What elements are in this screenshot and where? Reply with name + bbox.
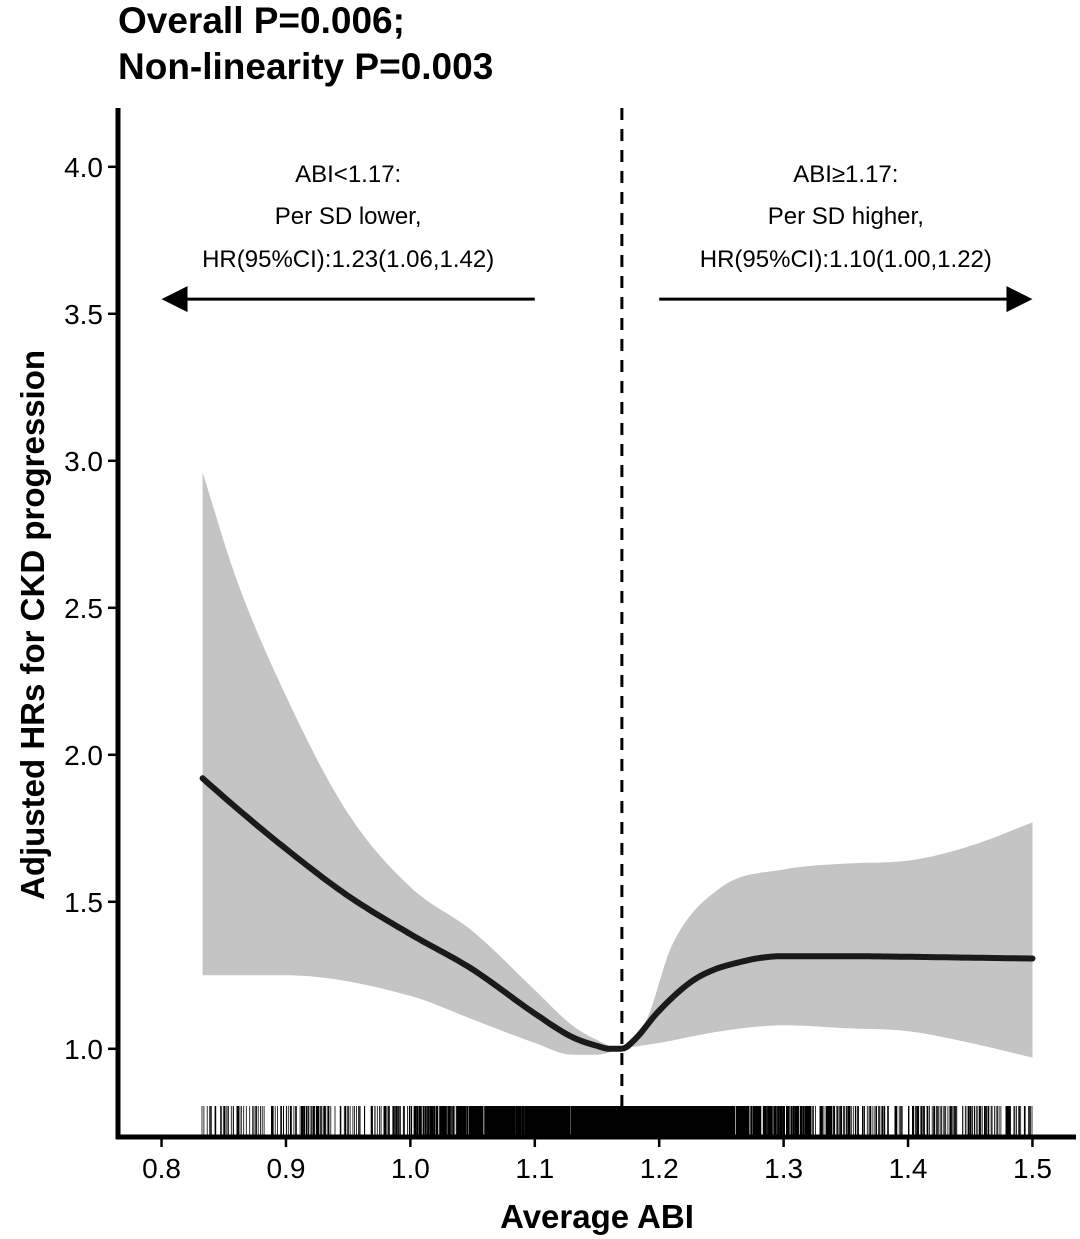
annotation-2-line-3: HR(95%CI):1.10(1.00,1.22)	[700, 246, 992, 273]
x-tick-label: 1.1	[515, 1153, 554, 1184]
y-tick-label: 4.0	[64, 152, 103, 183]
rug-marks	[201, 1106, 1033, 1136]
annotation-1-line-2: Per SD lower,	[275, 203, 422, 230]
chart-title-line-2: Non-linearity P=0.003	[118, 46, 494, 87]
chart-title-line-1: Overall P=0.006;	[118, 0, 405, 41]
hr-estimate-line	[199, 775, 1036, 1052]
x-axis-title: Average ABI	[500, 1198, 694, 1235]
axes-layer: 0.8 0.9 1.0 1.1 1.2 1.3 1.4 1.5 1.0 1.5 2.0 2.5 3.0 3…	[64, 108, 1076, 1184]
y-tick-label: 3.5	[64, 299, 103, 330]
annotation-1-line-3: HR(95%CI):1.23(1.06,1.42)	[202, 246, 494, 273]
annotation-2-line-2: Per SD higher,	[768, 203, 924, 230]
estimate-line-layer	[199, 775, 1036, 1052]
y-tick-label: 3.0	[64, 446, 103, 477]
y-tick-label: 1.0	[64, 1034, 103, 1065]
annotation-arrow-head	[161, 286, 188, 313]
x-tick-label: 1.4	[889, 1153, 928, 1184]
annotation-layer: ABI<1.17: Per SD lower, HR(95%CI):1.23(1.0…	[161, 161, 1033, 313]
rug-layer	[201, 1106, 1033, 1136]
x-tick-label: 1.2	[640, 1153, 679, 1184]
x-tick-label: 1.5	[1013, 1153, 1052, 1184]
ci-band	[202, 472, 1033, 1058]
x-tick-label: 1.0	[391, 1153, 430, 1184]
x-tick-label: 1.3	[764, 1153, 803, 1184]
confidence-band-layer	[202, 472, 1033, 1058]
annotation-1-line-1: ABI<1.17:	[295, 161, 401, 188]
y-tick-label: 1.5	[64, 887, 103, 918]
annotation-arrow-head	[1006, 286, 1033, 313]
x-tick-label: 0.9	[266, 1153, 305, 1184]
y-axis-title: Adjusted HRs for CKD progression	[14, 350, 51, 900]
annotation-2-line-1: ABI≥1.17:	[793, 161, 898, 188]
x-tick-label: 0.8	[142, 1153, 181, 1184]
y-tick-label: 2.0	[64, 740, 103, 771]
y-tick-label: 2.5	[64, 593, 103, 624]
